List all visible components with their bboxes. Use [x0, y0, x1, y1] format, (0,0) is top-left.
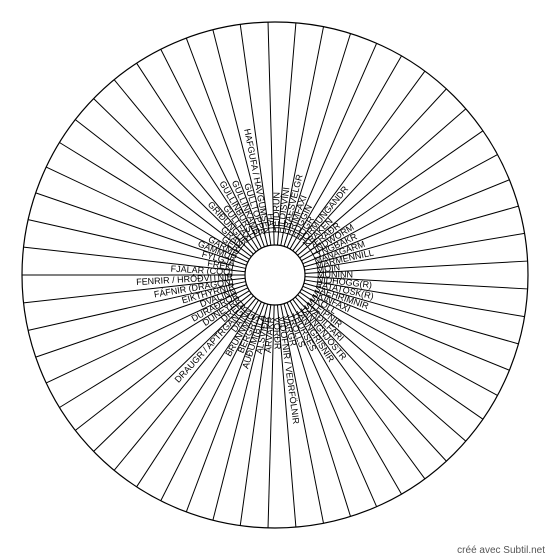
- footer-credit: créé avec Subtil.net: [457, 545, 545, 556]
- inner-hub-circle: [245, 245, 305, 305]
- radial-wheel-diagram: MUNINNNIDHÖGG(R)RATATOSK(R)SAEHRIMNIRSKI…: [0, 0, 550, 560]
